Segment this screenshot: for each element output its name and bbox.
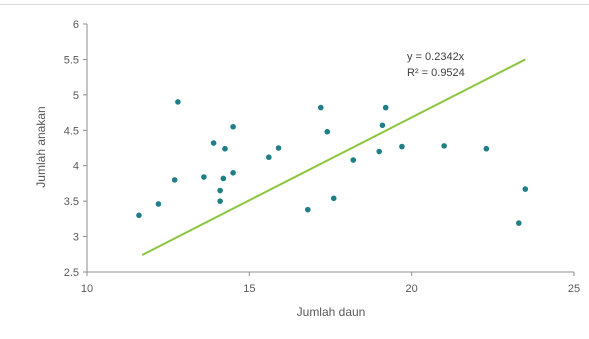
y-axis-title: Jumlah anakan <box>34 106 48 187</box>
y-tick-label: 4.5 <box>64 125 79 137</box>
trendline <box>141 58 526 256</box>
data-point <box>220 175 227 182</box>
y-tick-label: 5 <box>73 90 79 102</box>
data-point <box>399 143 405 150</box>
data-point <box>304 206 311 213</box>
x-axis-title: Jumlah daun <box>297 305 366 319</box>
data-point <box>382 104 389 111</box>
data-point <box>217 187 223 194</box>
data-point <box>330 195 337 202</box>
x-tick-label: 25 <box>568 283 580 295</box>
tick-labels: 2.5 3 3.5 4 4.5 5 5.5 6 10 15 20 25 <box>64 19 580 295</box>
y-tick-label: 5.5 <box>64 54 79 66</box>
data-point <box>155 201 162 207</box>
y-tick-label: 3.5 <box>64 196 79 208</box>
data-point <box>171 177 178 183</box>
data-point <box>136 212 142 219</box>
data-point <box>376 148 383 155</box>
data-point <box>201 174 207 180</box>
data-point <box>516 220 522 226</box>
y-tick-label: 4 <box>73 161 79 173</box>
data-point <box>379 122 386 129</box>
data-point <box>210 140 217 146</box>
data-point <box>217 198 223 204</box>
data-point <box>266 154 272 161</box>
y-tick-label: 3 <box>73 232 79 244</box>
x-tick-label: 10 <box>81 283 93 295</box>
data-point <box>222 145 228 152</box>
y-tick-label: 2.5 <box>64 267 79 279</box>
data-point <box>275 145 282 151</box>
data-point <box>324 128 331 135</box>
top-divider <box>0 4 589 5</box>
data-point <box>230 123 236 130</box>
chart-axes <box>83 23 575 276</box>
data-point <box>175 99 181 105</box>
x-tick-label: 20 <box>406 283 418 295</box>
data-point <box>317 104 324 111</box>
data-point <box>441 143 447 149</box>
data-point <box>230 170 236 176</box>
data-points <box>136 99 529 226</box>
data-point <box>350 157 357 163</box>
data-point <box>522 186 529 192</box>
x-tick-label: 15 <box>243 283 255 295</box>
y-tick-label: 6 <box>73 19 79 31</box>
trendline-equation: y = 0.2342x <box>407 51 465 63</box>
data-point <box>483 145 490 152</box>
trendline-r-squared: R² = 0.9524 <box>407 67 465 79</box>
